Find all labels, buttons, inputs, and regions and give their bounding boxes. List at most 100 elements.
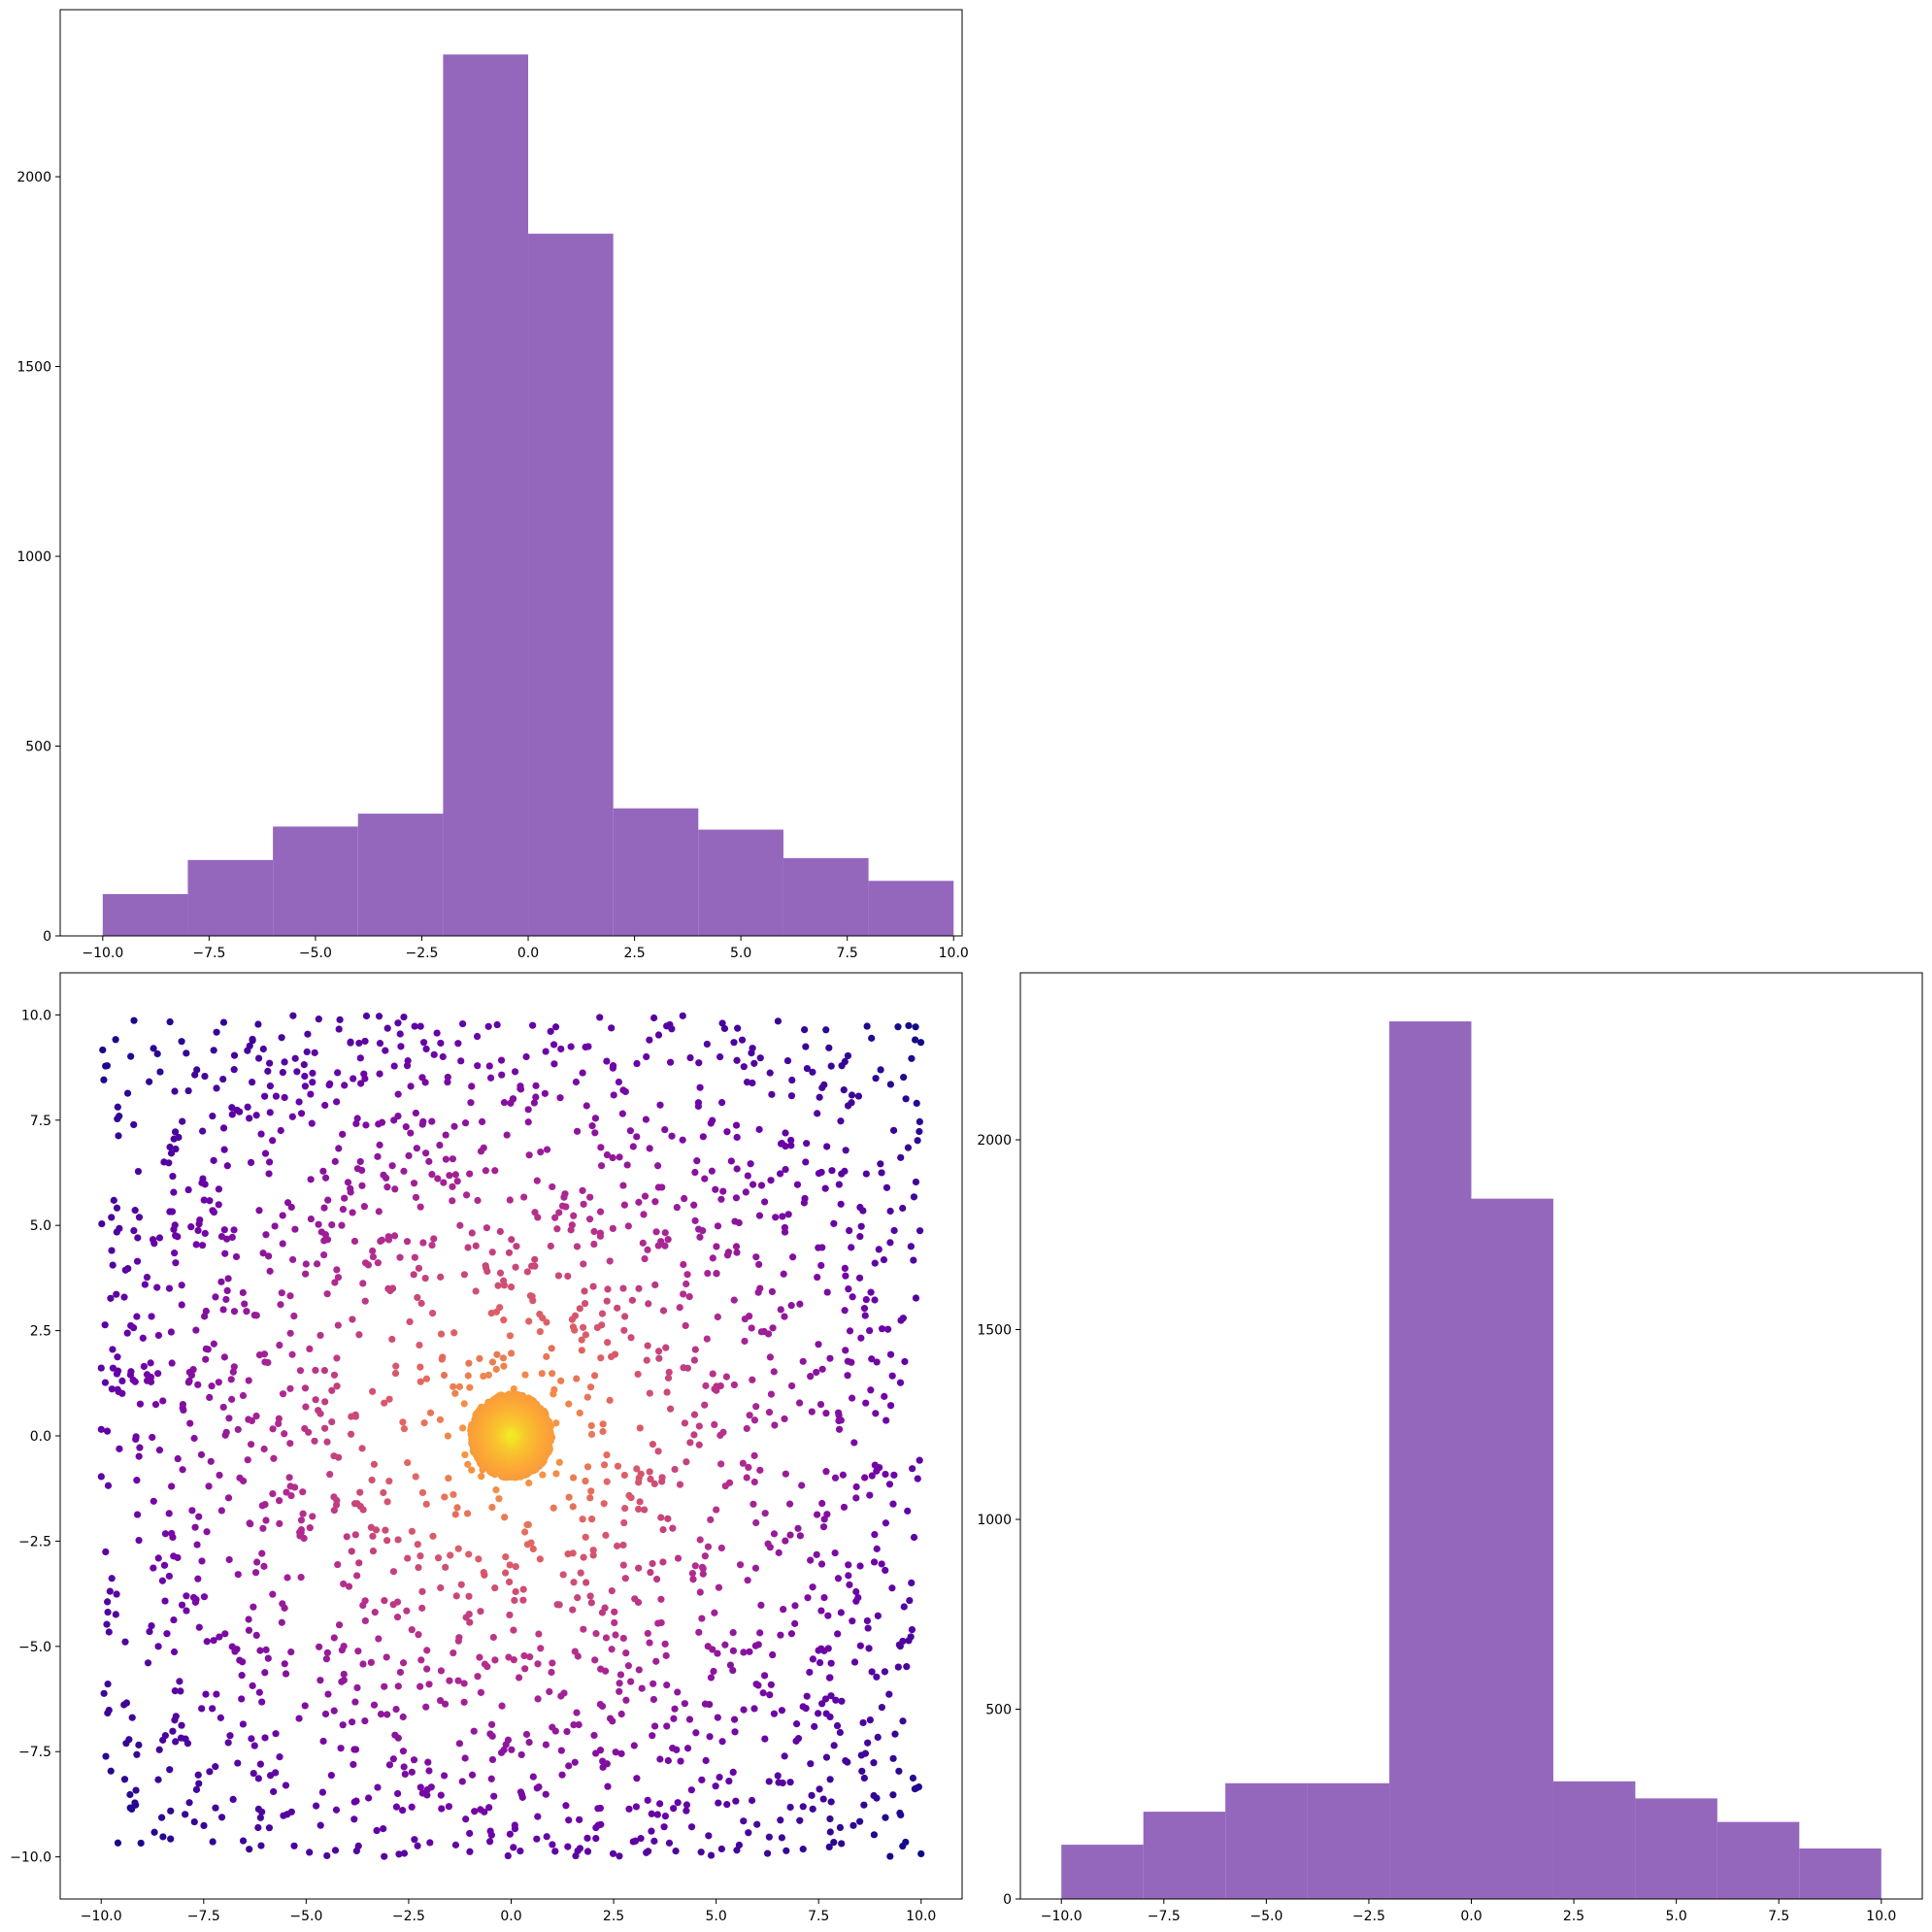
scatter-point	[440, 1371, 449, 1380]
scatter-point	[413, 1145, 420, 1152]
scatter-point	[295, 1715, 303, 1722]
scatter-point	[626, 1127, 634, 1135]
scatter-point	[361, 1297, 369, 1305]
scatter-point	[321, 1398, 329, 1406]
scatter-point	[424, 1758, 432, 1766]
scatter-point	[635, 1284, 643, 1292]
scatter-point	[608, 1646, 616, 1653]
scatter-point	[249, 1079, 256, 1086]
scatter-point	[224, 1275, 232, 1282]
scatter-point	[128, 1714, 136, 1721]
scatter-point	[591, 1129, 599, 1137]
scatter-point	[505, 1578, 514, 1586]
scatter-point	[300, 1061, 308, 1069]
scatter-point	[606, 1396, 614, 1404]
scatter-point	[553, 1225, 561, 1233]
scatter-point	[878, 1169, 885, 1177]
scatter-point	[873, 1673, 881, 1681]
scatter-point	[127, 1052, 135, 1060]
scatter-point	[794, 1735, 803, 1743]
scatter-point	[616, 1153, 623, 1161]
x-tick-label: 0.0	[1460, 1909, 1482, 1924]
scatter-point	[685, 1715, 694, 1723]
scatter-point	[155, 1746, 163, 1753]
x-tick-label: −2.5	[392, 1909, 425, 1924]
scatter-point	[168, 1208, 177, 1216]
scatter-point	[391, 1185, 399, 1193]
scatter-point	[726, 1661, 735, 1669]
scatter-point	[692, 1729, 700, 1737]
scatter-point	[334, 1321, 342, 1329]
scatter-point	[844, 1102, 852, 1110]
scatter-point	[685, 1292, 693, 1301]
scatter-point	[288, 1350, 296, 1358]
scatter-point	[618, 1110, 626, 1117]
scatter-point	[871, 1259, 879, 1267]
scatter-point	[839, 1471, 847, 1479]
scatter-point	[806, 1668, 814, 1677]
scatter-point	[636, 1498, 644, 1506]
scatter-point	[661, 1812, 669, 1820]
scatter-point	[809, 1655, 816, 1663]
scatter-point	[784, 1211, 792, 1218]
scatter-point	[302, 1260, 310, 1268]
scatter-point	[587, 1421, 595, 1430]
scatter-point	[743, 1474, 750, 1482]
scatter-point	[635, 1666, 643, 1674]
y-tick-label: 10.0	[21, 1008, 51, 1023]
scatter-point	[174, 1454, 182, 1463]
scatter-point	[511, 1821, 518, 1829]
scatter-point	[359, 1506, 367, 1514]
scatter-point	[150, 1045, 157, 1052]
scatter-point	[912, 1294, 920, 1302]
scatter-point	[460, 1698, 468, 1706]
scatter-point	[664, 1236, 672, 1244]
scatter-point	[559, 1571, 567, 1579]
scatter-point	[200, 1593, 209, 1601]
scatter-point	[592, 1630, 600, 1638]
scatter-point	[770, 1530, 779, 1538]
scatter-point	[550, 1041, 558, 1049]
scatter-point	[397, 1043, 405, 1050]
y-tick-label: −7.5	[18, 1745, 51, 1760]
scatter-point	[153, 1283, 161, 1291]
scatter-point	[749, 1181, 757, 1188]
scatter-point	[108, 1214, 116, 1221]
scatter-point	[531, 1255, 539, 1263]
scatter-point	[394, 1019, 402, 1027]
scatter-point	[516, 1085, 525, 1093]
scatter-point	[552, 1470, 560, 1478]
scatter-point	[500, 1316, 508, 1324]
scatter-point	[866, 1326, 874, 1335]
scatter-point	[361, 1597, 369, 1605]
scatter-point	[791, 1602, 799, 1610]
scatter-point	[599, 1427, 607, 1436]
scatter-point	[750, 1705, 758, 1713]
scatter-point	[456, 1221, 464, 1229]
scatter-point	[178, 1721, 185, 1729]
scatter-point	[707, 1119, 715, 1127]
scatter-point	[823, 1143, 831, 1150]
scatter-point	[565, 1816, 573, 1824]
scatter-point	[856, 1203, 864, 1212]
scatter-point	[837, 1609, 845, 1616]
scatter-point	[341, 1194, 349, 1202]
scatter-point	[261, 1501, 269, 1509]
scatter-point	[154, 1331, 163, 1340]
scatter-point	[281, 1430, 288, 1438]
scatter-point	[197, 1450, 206, 1458]
scatter-point	[323, 1290, 331, 1298]
y-tick-label: 2000	[17, 170, 51, 185]
scatter-point	[312, 1366, 319, 1375]
scatter-point	[523, 1268, 531, 1276]
scatter-point	[831, 1474, 840, 1482]
scatter-point	[827, 1062, 835, 1070]
scatter-point	[131, 1207, 139, 1215]
scatter-point	[863, 1022, 871, 1030]
scatter-point	[260, 1562, 268, 1570]
scatter-point	[256, 1814, 264, 1821]
scatter-point	[415, 1264, 423, 1272]
scatter-point	[749, 1079, 756, 1087]
scatter-point	[365, 1794, 373, 1802]
scatter-point	[383, 1183, 391, 1191]
